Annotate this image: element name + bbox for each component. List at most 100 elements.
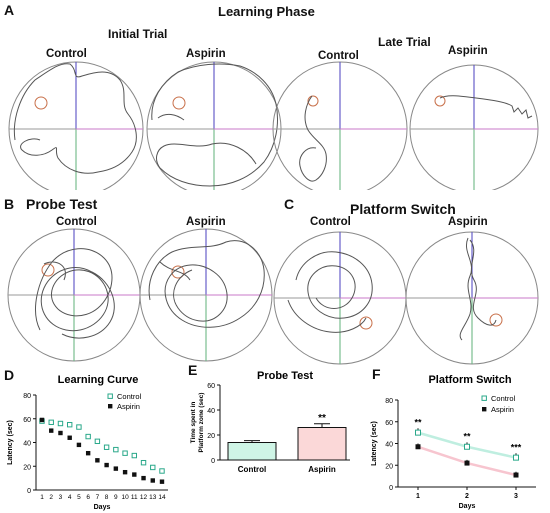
swim-path (299, 95, 327, 182)
legend-control-label: Control (491, 394, 516, 403)
maze-c-control (273, 231, 407, 365)
control-point (131, 452, 138, 459)
maze-a-aspirin-initial (146, 61, 282, 190)
x-tick-label: 3 (59, 494, 63, 501)
y-tick-label: 0 (389, 485, 393, 492)
x-tick-label: 11 (131, 494, 138, 501)
x-tick-label: 3 (514, 493, 518, 500)
platform-marker (172, 96, 186, 110)
swim-path (151, 63, 278, 187)
aspirin-point (95, 458, 100, 463)
control-point (122, 450, 128, 456)
y-tick-label: 60 (385, 420, 393, 427)
aspirin-point (415, 444, 421, 450)
aspirin-point (76, 442, 82, 448)
control-point (76, 424, 82, 430)
x-axis-label: Days (459, 503, 476, 510)
x-tick-label: Control (238, 465, 266, 474)
control-point (464, 443, 470, 450)
maze-label-a-aspirin-initial: Aspirin (186, 48, 226, 60)
maze-a-aspirin-late (409, 64, 539, 190)
y-tick-label: 0 (211, 458, 215, 465)
control-point (415, 429, 421, 436)
y-tick-label: 20 (207, 433, 215, 440)
aspirin-point (39, 417, 45, 423)
x-tick-label: 12 (140, 494, 148, 501)
panel-letter-c: C (284, 196, 295, 212)
learning-phase-title: Learning Phase (218, 4, 315, 19)
significance-annotation: *** (511, 442, 522, 452)
x-tick-label: 9 (114, 494, 118, 501)
initial-trial-title: Initial Trial (108, 27, 168, 41)
significance-annotation: ** (463, 431, 471, 441)
platform-marker (307, 95, 319, 107)
bar-control (227, 442, 277, 461)
x-tick-label: Aspirin (308, 465, 336, 474)
x-tick-label: 6 (86, 494, 90, 501)
maze-b-aspirin (139, 228, 273, 362)
aspirin-point (159, 479, 165, 484)
maze-c-aspirin (405, 231, 539, 365)
aspirin-point (85, 450, 91, 456)
x-tick-label: 13 (149, 494, 157, 501)
panel-letter-d: D (4, 367, 15, 383)
legend-aspirin-label: Aspirin (117, 402, 140, 411)
y-tick-label: 0 (27, 488, 31, 495)
x-tick-label: 1 (416, 493, 420, 500)
swim-path (439, 95, 533, 119)
control-point (94, 438, 101, 445)
platform-marker (34, 96, 48, 110)
y-tick-label: 80 (385, 398, 393, 405)
platform-marker (434, 95, 446, 107)
maze-b-control (7, 228, 141, 362)
control-point (57, 420, 64, 427)
legend-control-marker (107, 393, 113, 399)
y-tick-label: 60 (23, 417, 31, 424)
aspirin-point (49, 428, 54, 433)
maze-label-a-aspirin-late: Aspirin (448, 45, 488, 57)
maze-label-a-control-late: Control (318, 50, 359, 62)
y-axis-label: Latency (sec) (371, 421, 378, 466)
aspirin-point (113, 466, 119, 471)
platform-switch-title: Platform Switch (350, 201, 456, 217)
legend-aspirin-marker (482, 407, 487, 412)
control-point (113, 446, 119, 453)
x-tick-label: 14 (158, 494, 166, 501)
aspirin-point (141, 475, 146, 481)
aspirin-point (513, 472, 519, 478)
y-tick-label: 40 (207, 408, 215, 415)
aspirin-point (122, 469, 128, 475)
y-axis-label-line2: Platform zone (sec) (198, 393, 205, 453)
chart-platform-switch: Platform Switch 0 20 40 60 80 1 2 3 Days Latency (… (371, 374, 536, 510)
chart-title: Learning Curve (58, 374, 139, 386)
control-point (159, 468, 165, 474)
maze-row-bc (7, 228, 539, 365)
maze-a-control-initial (8, 61, 144, 190)
late-trial-title: Late Trial (378, 35, 431, 49)
control-point (103, 444, 110, 450)
y-tick-label: 20 (23, 464, 31, 471)
aspirin-point (464, 460, 470, 466)
x-tick-label: 1 (40, 494, 44, 501)
panel-letter-a: A (4, 2, 15, 18)
y-tick-label: 40 (23, 441, 31, 448)
legend-control-marker (481, 395, 487, 401)
panel-letter-f: F (372, 366, 381, 382)
maze-label-c-control: Control (310, 216, 351, 228)
aspirin-point (104, 462, 109, 468)
y-axis-label: Latency (sec) (7, 420, 14, 465)
control-point (48, 419, 54, 426)
x-axis-label: Days (94, 504, 111, 511)
maze-a-control-late (272, 61, 408, 190)
legend-aspirin-marker (108, 404, 113, 409)
significance-annotation: ** (318, 413, 326, 424)
control-point (85, 433, 91, 440)
y-tick-label: 60 (207, 383, 215, 390)
x-tick-label: 2 (465, 493, 469, 500)
probe-test-title: Probe Test (26, 196, 98, 212)
bar-aspirin (297, 427, 347, 461)
y-axis-label-line1: Time spent in (190, 402, 197, 444)
maze-label-b-control: Control (56, 216, 97, 228)
legend-aspirin-label: Aspirin (491, 405, 514, 414)
